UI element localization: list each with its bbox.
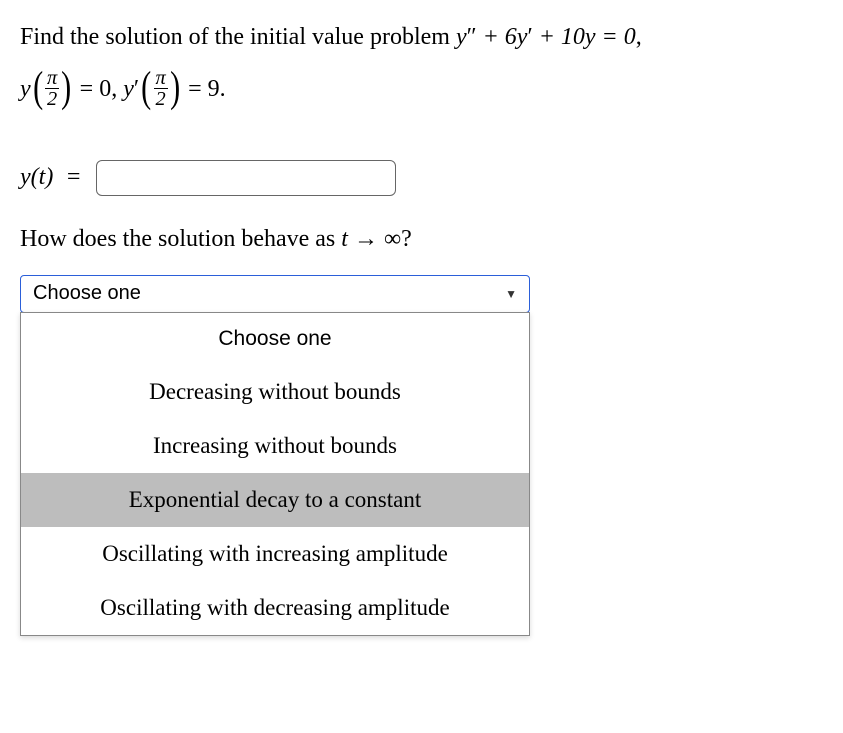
dropdown-selected[interactable]: Choose one ▼ <box>20 275 530 313</box>
dropdown-option[interactable]: Oscillating with decreasing amplitude <box>21 581 529 635</box>
behavior-dropdown[interactable]: Choose one ▼ Choose oneDecreasing withou… <box>20 275 530 636</box>
answer-lhs: y(t) = <box>20 164 88 191</box>
solution-input[interactable] <box>96 160 396 196</box>
dropdown-selected-label: Choose one <box>33 282 141 305</box>
dropdown-option[interactable]: Oscillating with increasing amplitude <box>21 527 529 581</box>
dropdown-list: Choose oneDecreasing without boundsIncre… <box>20 312 530 636</box>
behavior-question: How does the solution behave as t → ∞? <box>20 226 823 253</box>
problem-statement: Find the solution of the initial value p… <box>20 18 823 126</box>
initial-condition-1: y(π2) = 0, <box>20 76 123 102</box>
ode-equation: y″ + 6y′ + 10y = 0 <box>456 24 636 50</box>
answer-row: y(t) = <box>20 160 823 196</box>
initial-condition-2: y′(π2) = 9. <box>123 76 225 102</box>
dropdown-option[interactable]: Decreasing without bounds <box>21 365 529 419</box>
dropdown-option[interactable]: Choose one <box>21 313 529 365</box>
dropdown-option[interactable]: Exponential decay to a constant <box>21 473 529 527</box>
problem-lead: Find the solution of the initial value p… <box>20 24 456 50</box>
dropdown-option[interactable]: Increasing without bounds <box>21 419 529 473</box>
chevron-down-icon: ▼ <box>505 287 517 301</box>
